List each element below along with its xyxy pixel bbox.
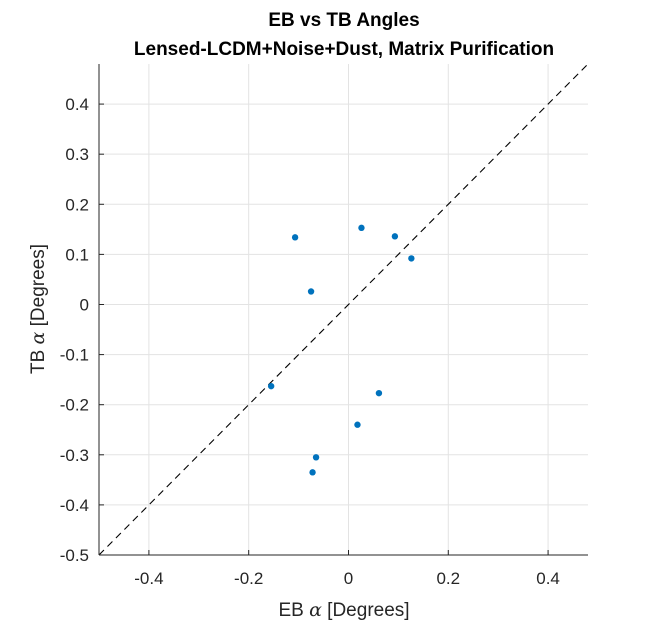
y-tick-label: 0.3 (65, 145, 89, 164)
data-points (267, 224, 415, 476)
x-axis-label: EB α [Degrees] (278, 599, 409, 621)
data-point (375, 389, 383, 397)
y-tick-label: -0.5 (60, 546, 89, 565)
identity-reference-line (98, 63, 589, 556)
x-tick-label: -0.4 (134, 569, 163, 588)
data-point (307, 288, 315, 295)
y-tick-label: 0.2 (65, 195, 89, 214)
chart-title: EB vs TB Angles (268, 10, 419, 31)
chart-subtitle: Lensed-LCDM+Noise+Dust, Matrix Purificat… (134, 39, 554, 60)
data-point (309, 469, 316, 476)
x-tick-label: 0 (344, 569, 353, 588)
y-tick-label: -0.2 (60, 396, 89, 415)
data-point (312, 454, 320, 461)
x-tick-label: -0.2 (234, 569, 263, 588)
y-tick-label: -0.4 (60, 496, 89, 515)
data-point (291, 234, 299, 241)
y-tick-label: 0.4 (65, 95, 89, 114)
data-point (358, 224, 365, 232)
y-tick-labels: -0.5 -0.4 -0.3 -0.2 -0.1 0 0.1 0.2 0.3 0.4 (60, 95, 89, 565)
plot-area (98, 63, 589, 556)
data-point (391, 233, 399, 240)
y-tick-label: -0.1 (60, 346, 89, 365)
x-tick-label: 0.2 (436, 569, 460, 588)
y-axis-label: TB α [Degrees] (27, 244, 49, 374)
axis-ticks (99, 103, 549, 556)
data-point (354, 421, 361, 428)
data-point (267, 382, 275, 390)
y-tick-label: -0.3 (60, 446, 89, 465)
y-tick-label: 0 (80, 295, 89, 314)
x-tick-label: 0.4 (536, 569, 560, 588)
grid-vertical (148, 64, 549, 555)
x-tick-labels: -0.4 -0.2 0 0.2 0.4 (134, 569, 560, 588)
y-tick-label: 0.1 (65, 245, 89, 264)
data-point (408, 255, 415, 262)
